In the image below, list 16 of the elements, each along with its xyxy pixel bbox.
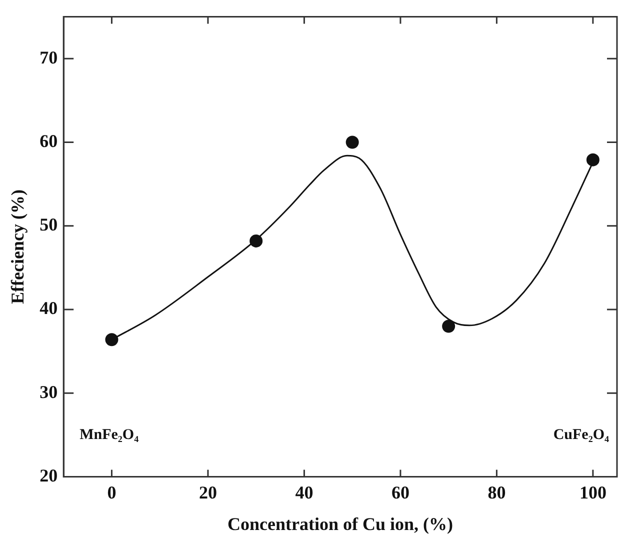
y-axis-title: Effeciency (%) [7,190,28,304]
x-tick-label: 60 [391,482,410,502]
x-tick-label: 80 [488,482,506,502]
annotation: CuFe₂O₄ [553,426,610,443]
x-tick-label: 100 [579,482,606,502]
x-tick-label: 0 [107,482,116,502]
y-tick-label: 50 [40,214,58,235]
y-tick-label: 20 [40,465,58,486]
y-tick-label: 70 [40,47,58,68]
x-tick-label: 40 [295,482,314,502]
x-axis-title: Concentration of Cu ion, (%) [228,514,454,534]
y-tick-label: 60 [40,130,58,151]
y-tick-label: 30 [40,382,58,402]
annotation: MnFe₂O₄ [80,426,140,443]
y-tick-label: 40 [40,298,58,318]
x-tick-label: 20 [198,482,217,502]
